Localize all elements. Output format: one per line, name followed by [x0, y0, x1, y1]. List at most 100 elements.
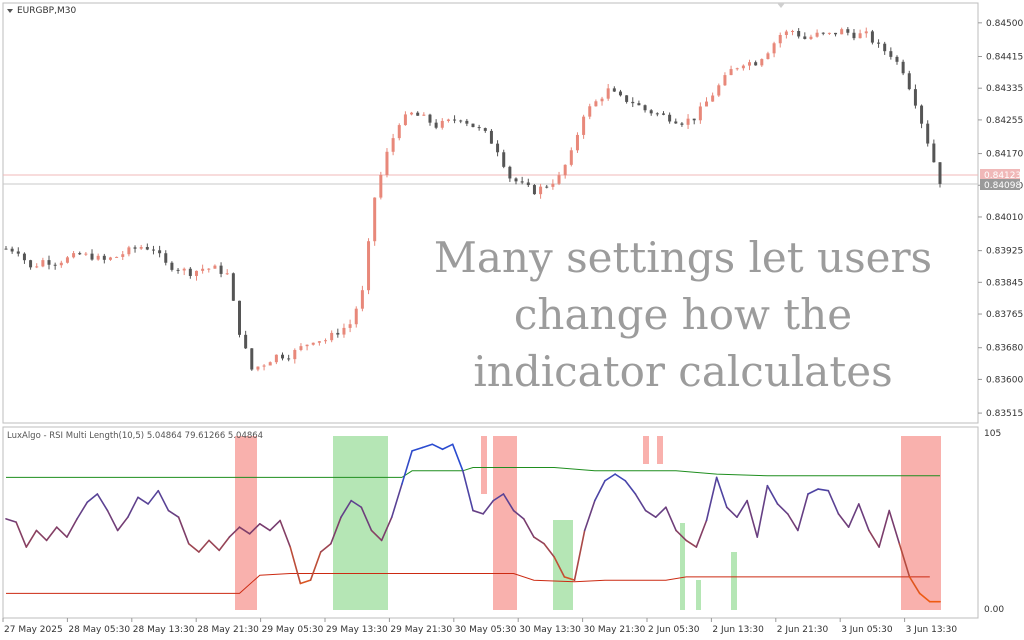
candle-body	[299, 346, 303, 350]
candle-body	[330, 332, 334, 341]
candle-body	[465, 120, 469, 124]
price-tick-label: 0.83600	[986, 375, 1023, 385]
candle-body	[582, 116, 586, 135]
candle-body	[760, 59, 764, 66]
candle-body	[705, 101, 708, 107]
rsi-segment	[45, 526, 58, 542]
candle-body	[287, 358, 291, 360]
candle-body	[766, 53, 770, 60]
candle-body	[471, 123, 475, 128]
candle-body	[348, 324, 352, 328]
candle-body	[59, 262, 63, 266]
signal-zone	[493, 436, 517, 610]
overlay-caption-line-1: Many settings let users	[434, 233, 932, 282]
candle-body	[385, 151, 389, 175]
candle-body	[889, 51, 893, 57]
rsi-segment	[421, 443, 434, 449]
candle-body	[115, 256, 119, 258]
signal-zone	[333, 436, 388, 610]
rsi-segment	[857, 503, 870, 532]
price-tick-label: 0.84335	[986, 84, 1023, 94]
candle-body	[729, 69, 733, 76]
candle-body	[262, 365, 266, 367]
rsi-segment	[127, 496, 139, 519]
rsi-segment	[492, 493, 505, 502]
rsi-segment	[55, 526, 68, 538]
time-tick-label: 28 May 13:30	[133, 625, 195, 635]
candle-body	[741, 65, 745, 69]
time-tick-label: 29 May 05:30	[262, 625, 324, 635]
candle-body	[840, 29, 844, 35]
shift-marker-icon[interactable]	[777, 3, 785, 8]
rsi-segment	[908, 576, 921, 595]
main-chart-frame[interactable]	[2, 2, 979, 424]
rsi-line	[5, 443, 941, 603]
candle-body	[821, 32, 825, 34]
price-tick-label: 0.84255	[986, 116, 1023, 126]
rsi-segment	[665, 506, 677, 532]
candle-body	[268, 362, 272, 366]
candle-body	[778, 34, 782, 44]
candle-body	[324, 340, 328, 342]
candle-body	[96, 255, 100, 260]
rsi-segment	[594, 479, 606, 502]
rsi-segment	[634, 493, 647, 512]
candle-body	[446, 119, 450, 121]
candle-body	[575, 134, 579, 151]
rsi-segment	[705, 476, 718, 522]
candle-body	[219, 265, 223, 274]
candle-body	[84, 253, 88, 255]
time-tick-label: 3 Jun 05:30	[841, 625, 893, 635]
signal-zone	[643, 436, 649, 464]
signal-zone	[680, 523, 685, 610]
candle-body	[391, 138, 395, 152]
candle-body	[674, 121, 678, 124]
candle-body	[176, 269, 180, 271]
chart-menu-icon[interactable]	[7, 9, 13, 13]
candle-body	[606, 88, 610, 99]
time-tick-label: 28 May 05:30	[68, 625, 130, 635]
candle-body	[686, 118, 690, 125]
candle-body	[827, 32, 831, 34]
candle-body	[551, 183, 555, 187]
candle-body	[901, 61, 905, 74]
rsi-segment	[350, 499, 363, 509]
candle-body	[410, 112, 414, 115]
candle-body	[108, 257, 112, 260]
candle-body	[459, 120, 463, 122]
rsi-segment	[766, 484, 779, 505]
candle-body	[809, 36, 813, 39]
rsi-segment	[187, 542, 200, 553]
time-tick-label: 29 May 13:30	[326, 625, 388, 635]
candle-body	[502, 152, 506, 167]
candle-body	[858, 33, 862, 39]
candle-body	[225, 273, 229, 275]
candle-body	[360, 290, 364, 309]
candle-body	[717, 85, 721, 96]
rsi-segment	[411, 446, 424, 452]
candle-body	[539, 186, 543, 195]
candle-body	[711, 95, 715, 102]
rsi-segment	[289, 546, 302, 585]
candle-body	[600, 98, 604, 102]
rsi-segment	[5, 518, 17, 523]
rsi-segment	[624, 479, 637, 495]
candle-body	[625, 95, 629, 102]
rsi-segment	[736, 499, 748, 519]
candle-body	[170, 262, 174, 270]
signal-zone	[696, 580, 701, 610]
candle-body	[4, 248, 8, 250]
candle-body	[588, 106, 592, 117]
candle-body	[397, 125, 401, 139]
rsi-segment	[462, 469, 474, 512]
candle-body	[864, 31, 868, 34]
rsi-segment	[533, 536, 545, 545]
candle-body	[748, 62, 752, 66]
rsi-segment	[685, 539, 698, 548]
rsi-segment	[563, 576, 576, 581]
indicator-frame[interactable]	[2, 426, 979, 619]
time-tick-label: 28 May 21:30	[197, 625, 259, 635]
rsi-segment	[543, 542, 556, 558]
candle-body	[846, 29, 850, 33]
indicator-axis-top: 105	[984, 429, 1001, 439]
